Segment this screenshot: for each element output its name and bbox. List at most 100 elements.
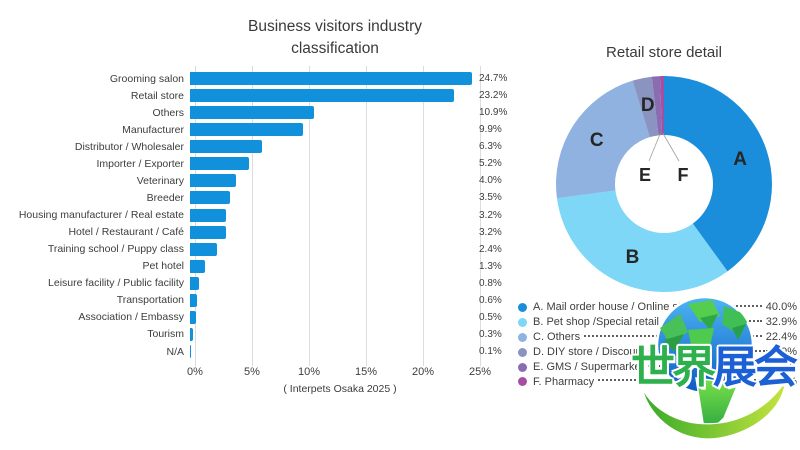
x-axis-tick: 15% — [354, 366, 378, 378]
legend-dot-icon — [518, 377, 527, 387]
donut-chart: Retail store detail A B C D E F A. Mail order… — [510, 0, 800, 450]
gridline — [480, 66, 481, 366]
bar — [190, 345, 192, 359]
bar-row: Housing manufacturer / Real estate 3.2% — [0, 207, 515, 224]
donut-slice-E — [651, 76, 663, 136]
legend-label: B. Pet shop /Special retail store — [533, 316, 687, 329]
donut-slice-D — [632, 76, 659, 138]
bar-category-label: Distributor / Wholesaler — [74, 140, 184, 153]
bar-row: Retail store 23.2% — [0, 87, 515, 104]
bar-value-label: 10.9% — [479, 107, 508, 119]
bar-value-label: 3.5% — [479, 192, 502, 204]
bar-track — [190, 208, 475, 222]
bar-category-label: Pet hotel — [142, 260, 184, 273]
x-axis-tick: 10% — [297, 366, 321, 378]
donut-slice-label-B: B — [626, 247, 640, 268]
bar-row: Importer / Exporter 5.2% — [0, 155, 515, 172]
bar-track — [190, 327, 475, 341]
bar-value-label: 6.3% — [479, 141, 502, 153]
bar-category-label: Association / Embassy — [78, 311, 184, 324]
bar-category-label: Manufacturer — [122, 123, 184, 136]
bar-chart-title-line2: classification — [291, 40, 379, 58]
bar-value-label: 3.2% — [479, 209, 502, 221]
x-axis-tick: 0% — [187, 366, 203, 378]
bar-value-label: 9.9% — [479, 124, 502, 136]
bar-row: Others 10.9% — [0, 104, 515, 121]
gridline — [309, 66, 310, 366]
bar-value-label: 0.1% — [479, 346, 502, 358]
x-axis-tick: 5% — [244, 366, 260, 378]
x-axis-tick: 20% — [411, 366, 435, 378]
bar-track — [190, 157, 475, 171]
bar-category-label: Others — [152, 106, 184, 119]
bar-chart: Business visitors industry classification… — [0, 16, 515, 395]
gridline — [366, 66, 367, 366]
globe-leaf-continent — [695, 377, 740, 438]
donut-chart-title: Retail store detail — [606, 44, 722, 61]
bar-row: Tourism 0.3% — [0, 326, 515, 343]
bar-row: Association / Embassy 0.5% — [0, 309, 515, 326]
bar-row: Transportation 0.6% — [0, 292, 515, 309]
bar-category-label: Training school / Puppy class — [47, 243, 184, 256]
legend-label: C. Others — [533, 331, 581, 344]
donut-slice-label-A: A — [733, 149, 747, 170]
bar-track — [190, 225, 475, 239]
bar-category-label: Grooming salon — [109, 72, 184, 85]
globe-icon — [641, 295, 787, 440]
bar-row: Hotel / Restaurant / Café 3.2% — [0, 224, 515, 241]
legend-value: 1.2% — [771, 361, 797, 373]
bar — [190, 106, 315, 120]
bar-row: Distributor / Wholesaler 6.3% — [0, 138, 515, 155]
bar-track — [190, 140, 475, 154]
bar-category-label: Retail store — [130, 89, 184, 102]
gridline — [423, 66, 424, 366]
bar-category-label: Breeder — [146, 191, 184, 204]
donut-plot: A B C D E F — [556, 76, 772, 292]
bar-track — [190, 276, 475, 290]
bar-value-label: 0.3% — [479, 328, 502, 340]
watermark-text: 世界展会 — [622, 346, 800, 390]
legend-label: A. Mail order house / Online store — [533, 301, 697, 314]
bar-category-label: Hotel / Restaurant / Café — [68, 226, 184, 239]
bar — [190, 191, 230, 205]
bar-track — [190, 310, 475, 324]
bar — [190, 310, 196, 324]
legend-value: 22.4% — [765, 331, 797, 344]
bar-category-label: Importer / Exporter — [96, 157, 184, 170]
legend-value: 40.0% — [765, 301, 797, 314]
bar-row: Breeder 3.5% — [0, 189, 515, 206]
bar — [190, 123, 303, 137]
bar-value-label: 3.2% — [479, 226, 502, 238]
bar — [190, 174, 236, 188]
bar-category-label: Housing manufacturer / Real estate — [18, 209, 184, 222]
donut-slice-C — [556, 80, 650, 199]
bar-track — [190, 89, 475, 103]
bar-chart-title: Business visitors industry classification — [190, 16, 480, 61]
legend-value: 32.9% — [765, 316, 797, 329]
donut-legend: A. Mail order house / Online store 40.0% B… — [518, 300, 797, 389]
globe-continents — [660, 300, 750, 366]
donut-slice-label-F: F — [678, 165, 689, 185]
watermark-char: 会 — [754, 343, 798, 392]
bar — [190, 208, 227, 222]
bar-value-label: 0.8% — [479, 277, 502, 289]
bar — [190, 259, 205, 273]
bar-value-label: 0.5% — [479, 311, 502, 323]
bar-track — [190, 293, 475, 307]
bar-category-label: Veterinary — [136, 174, 184, 187]
bar-row: Pet hotel 1.3% — [0, 258, 515, 275]
legend-value: 2.9% — [771, 346, 797, 359]
bar-category-label: Tourism — [147, 328, 184, 341]
bar — [190, 72, 472, 86]
bar-value-label: 0.6% — [479, 294, 502, 306]
bar — [190, 140, 262, 154]
legend-label: E. GMS / Supermarket — [533, 361, 644, 373]
x-axis-tick: 25% — [468, 366, 492, 378]
bar-value-label: 24.7% — [479, 73, 508, 85]
bar-row: Leisure facility / Public facility 0.8% — [0, 275, 515, 292]
bar-category-label: Leisure facility / Public facility — [48, 277, 184, 290]
legend-dot-icon — [518, 302, 527, 312]
gridline — [252, 66, 253, 366]
watermark-logo: 世界展会 — [612, 270, 800, 450]
bar-row: Training school / Puppy class 2.4% — [0, 241, 515, 258]
